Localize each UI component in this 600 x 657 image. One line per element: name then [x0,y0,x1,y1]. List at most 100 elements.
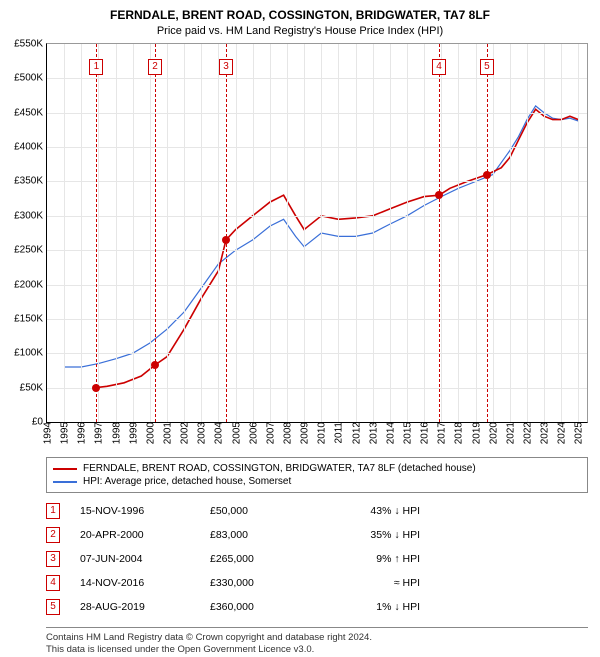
y-axis-label: £50K [20,382,47,393]
x-gridline [493,44,494,422]
x-gridline [510,44,511,422]
y-axis-label: £350K [14,176,47,187]
x-axis-label: 2019 [469,422,482,444]
transaction-vline [96,44,97,422]
x-gridline [270,44,271,422]
x-gridline [338,44,339,422]
x-axis-label: 1996 [75,422,88,444]
y-axis-label: £150K [14,313,47,324]
footer-line-2: This data is licensed under the Open Gov… [46,644,588,656]
tx-date: 28-AUG-2019 [80,601,210,613]
x-gridline [184,44,185,422]
tx-price: £360,000 [210,601,320,613]
x-axis-label: 1995 [58,422,71,444]
tx-delta: 43% ↓ HPI [320,505,420,517]
legend-label: HPI: Average price, detached house, Some… [83,476,291,487]
transactions-table: 115-NOV-1996£50,00043% ↓ HPI 2 20-APR-2000… [46,499,588,619]
x-axis-label: 2021 [503,422,516,444]
y-gridline [47,113,587,114]
x-axis-label: 2009 [298,422,311,444]
x-axis-label: 2013 [366,422,379,444]
y-axis-label: £200K [14,279,47,290]
x-gridline [98,44,99,422]
y-axis-label: £550K [14,39,47,50]
transaction-vline [439,44,440,422]
x-axis-label: 1999 [126,422,139,444]
chart-title-main: FERNDALE, BRENT ROAD, COSSINGTON, BRIDGW… [0,0,600,22]
series-line [96,109,578,387]
transaction-vline [487,44,488,422]
transaction-vline [226,44,227,422]
x-gridline [578,44,579,422]
chart-title-sub: Price paid vs. HM Land Registry's House … [0,22,600,43]
transaction-marker: 2 [148,59,162,75]
tx-number: 4 [46,575,60,591]
x-gridline [201,44,202,422]
x-axis-label: 2010 [315,422,328,444]
x-axis-label: 2024 [555,422,568,444]
transaction-row: 115-NOV-1996£50,00043% ↓ HPI [46,499,588,523]
y-gridline [47,216,587,217]
footer-attribution: Contains HM Land Registry data © Crown c… [46,627,588,657]
y-gridline [47,388,587,389]
y-axis-label: £450K [14,107,47,118]
y-axis-label: £100K [14,348,47,359]
y-axis-label: £500K [14,73,47,84]
tx-number: 2 [46,527,60,543]
x-axis-label: 2007 [263,422,276,444]
transaction-point [483,171,491,179]
x-gridline [64,44,65,422]
transaction-marker: 5 [480,59,494,75]
x-gridline [458,44,459,422]
tx-price: £83,000 [210,529,320,541]
legend-swatch [53,468,77,470]
legend-row: FERNDALE, BRENT ROAD, COSSINGTON, BRIDGW… [53,462,581,475]
x-axis-label: 2002 [178,422,191,444]
x-gridline [476,44,477,422]
y-gridline [47,78,587,79]
x-axis-label: 2004 [212,422,225,444]
x-axis-label: 2008 [281,422,294,444]
x-gridline [253,44,254,422]
x-gridline [81,44,82,422]
x-gridline [441,44,442,422]
y-gridline [47,250,587,251]
x-axis-label: 2014 [383,422,396,444]
y-axis-label: £300K [14,210,47,221]
tx-date: 07-JUN-2004 [80,553,210,565]
footer-line-1: Contains HM Land Registry data © Crown c… [46,632,588,644]
x-gridline [527,44,528,422]
x-gridline [133,44,134,422]
x-gridline [304,44,305,422]
transaction-point [151,361,159,369]
tx-delta: 35% ↓ HPI [320,529,420,541]
tx-price: £50,000 [210,505,320,517]
chart-plot-area: £0£50K£100K£150K£200K£250K£300K£350K£400… [46,43,588,423]
x-axis-label: 2022 [521,422,534,444]
transaction-point [92,384,100,392]
tx-date: 20-APR-2000 [80,529,210,541]
transaction-marker: 3 [219,59,233,75]
x-gridline [321,44,322,422]
tx-delta: ≈ HPI [320,577,420,589]
x-axis-label: 1997 [92,422,105,444]
transaction-row: 414-NOV-2016£330,000≈ HPI [46,571,588,595]
x-axis-label: 2003 [195,422,208,444]
y-axis-label: £250K [14,245,47,256]
x-axis-label: 2020 [486,422,499,444]
x-axis-label: 2001 [161,422,174,444]
tx-number: 3 [46,551,60,567]
transaction-point [435,191,443,199]
x-axis-label: 2000 [143,422,156,444]
x-axis-label: 2016 [418,422,431,444]
x-axis-label: 2023 [538,422,551,444]
transaction-point [222,236,230,244]
transaction-row: 307-JUN-2004£265,0009% ↑ HPI [46,547,588,571]
tx-number: 1 [46,503,60,519]
legend: FERNDALE, BRENT ROAD, COSSINGTON, BRIDGW… [46,457,588,493]
x-gridline [407,44,408,422]
x-axis-label: 2006 [246,422,259,444]
x-axis-label: 2011 [332,422,345,444]
x-gridline [356,44,357,422]
y-axis-label: £400K [14,142,47,153]
